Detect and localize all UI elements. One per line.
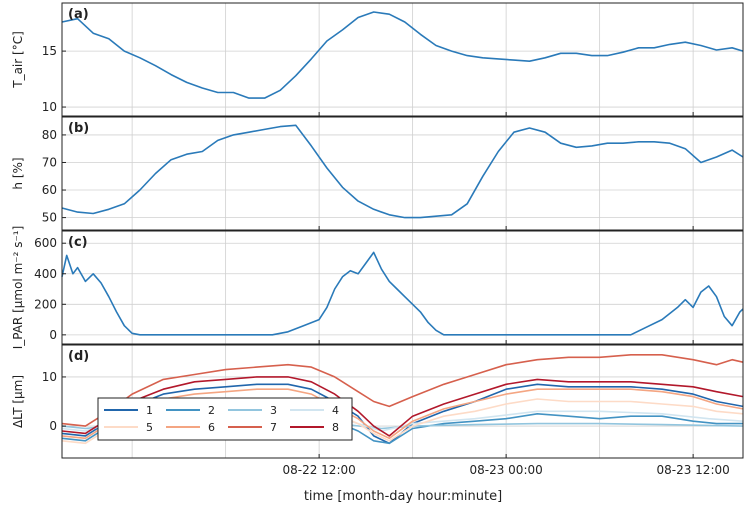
y-tick-label: 80 (42, 128, 57, 142)
y-axis-label: T_air [°C] (11, 31, 25, 89)
legend-label-6: 6 (208, 421, 215, 434)
axes-frame (61, 116, 744, 231)
legend-label-2: 2 (208, 404, 215, 417)
axes-frame (61, 230, 744, 345)
y-tick-label: 15 (42, 44, 57, 58)
y-tick-label: 10 (42, 100, 57, 114)
y-axis-label: I_PAR [µmol m⁻² s⁻¹] (11, 226, 25, 350)
y-tick-label: 70 (42, 155, 57, 169)
series-line-1 (61, 383, 744, 445)
panel-2: 50 60 70 80 (b) h [%] (11, 116, 744, 231)
y-tick-label: 10 (42, 370, 57, 384)
x-tick-label: 08-23 12:00 (656, 463, 729, 477)
panel-4: 0 10 (d) ΔLT [µm] 1 2 3 4 5 6 7 8 08-22 12:00 08-23 0… (11, 344, 744, 477)
x-axis-label: time [month-day hour:minute] (304, 489, 502, 504)
y-tick-label: 0 (49, 328, 57, 342)
series-line-1 (61, 11, 744, 99)
panel-label: (d) (68, 349, 89, 364)
y-axis-label: h [%] (11, 157, 25, 189)
legend-label-3: 3 (270, 404, 277, 417)
legend-label-4: 4 (332, 404, 339, 417)
y-tick-label: 60 (42, 183, 57, 197)
panel-label: (b) (68, 121, 89, 136)
series-line-1 (61, 124, 744, 219)
legend-label-8: 8 (332, 421, 339, 434)
y-tick-label: 0 (49, 419, 57, 433)
y-axis-label: ΔLT [µm] (11, 375, 25, 428)
panel-3: 0 200 400 600 (c) I_PAR [µmol m⁻² s⁻¹] (11, 226, 744, 350)
series-line-8 (61, 376, 744, 437)
y-tick-label: 600 (34, 236, 57, 250)
legend: 1 2 3 4 5 6 7 8 (97, 397, 353, 441)
series-line-1 (61, 251, 744, 336)
axes-frame (61, 344, 744, 459)
y-tick-label: 50 (42, 211, 57, 225)
legend-box (97, 397, 353, 441)
series-line-7 (61, 354, 744, 427)
axes-frame (61, 2, 744, 117)
y-tick-label: 200 (34, 297, 57, 311)
legend-label-5: 5 (146, 421, 153, 434)
legend-label-1: 1 (146, 404, 153, 417)
legend-label-7: 7 (270, 421, 277, 434)
y-tick-label: 400 (34, 267, 57, 281)
x-tick-label: 08-22 12:00 (282, 463, 355, 477)
panel-1: 10 15 (a) T_air [°C] (11, 2, 744, 117)
panel-label: (a) (68, 7, 89, 22)
panel-label: (c) (68, 235, 88, 250)
x-tick-label: 08-23 00:00 (469, 463, 542, 477)
